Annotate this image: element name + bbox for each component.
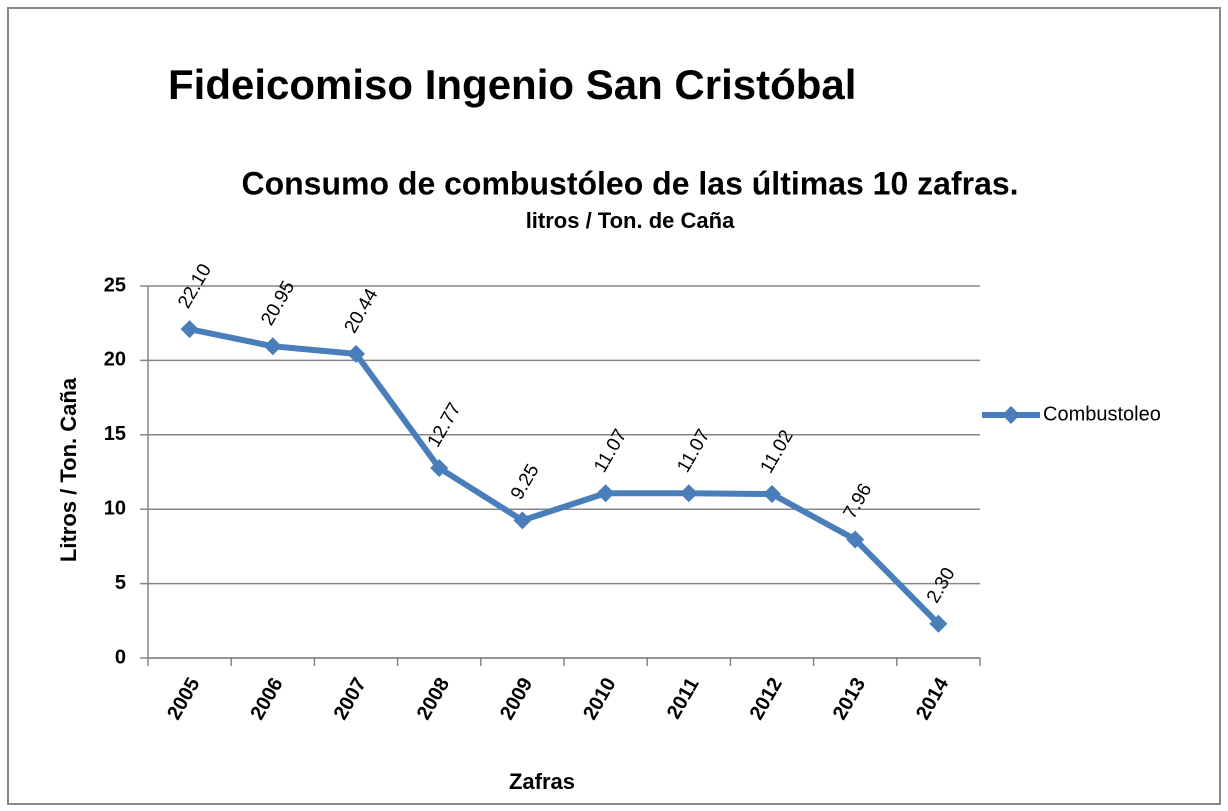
chart-title: Fideicomiso Ingenio San Cristóbal [168, 61, 856, 108]
legend-marker [1002, 406, 1020, 424]
y-tick-label: 0 [115, 646, 126, 668]
chart-subtitle: Consumo de combustóleo de las últimas 10… [241, 165, 1018, 201]
y-tick-label: 25 [104, 274, 126, 296]
data-marker [846, 530, 865, 549]
y-tick-label: 20 [104, 349, 126, 371]
data-marker [596, 484, 615, 503]
series-line [188, 326, 941, 626]
data-marker [513, 511, 532, 530]
data-marker [347, 344, 365, 363]
y-axis-title: Litros / Ton. Caña [56, 377, 81, 562]
y-tick-label: 10 [104, 497, 126, 519]
chart-subtitle2: litros / Ton. de Caña [526, 208, 735, 233]
data-marker [180, 320, 199, 339]
legend-label: Combustoleo [1043, 403, 1161, 425]
chart-frame [7, 7, 1221, 805]
y-tick-label: 5 [115, 572, 126, 594]
y-tick-label: 15 [104, 423, 126, 445]
data-marker [430, 458, 449, 477]
data-marker [679, 484, 698, 503]
data-marker [263, 337, 282, 356]
data-marker [929, 614, 948, 633]
x-axis-title: Zafras [509, 769, 575, 794]
data-marker [763, 485, 781, 504]
